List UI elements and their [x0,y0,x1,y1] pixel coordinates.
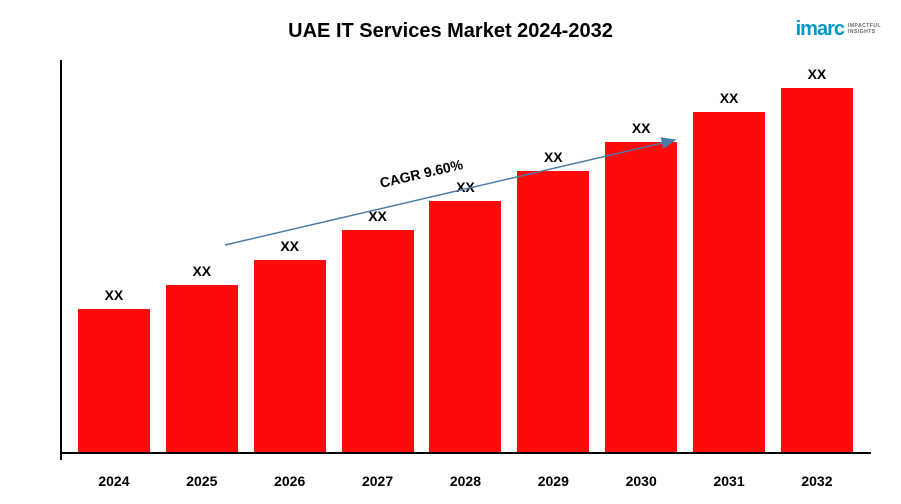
logo-text: imarc [796,18,844,41]
bar [78,309,150,452]
bar-wrapper: XX [781,66,853,452]
bar-wrapper: XX [166,263,238,452]
x-axis-tick [60,454,62,460]
bar [781,88,853,452]
bar-value-label: XX [456,179,475,195]
bars-area: XX XX XX XX XX XX XX XX XX [60,60,871,452]
chart-container: XXXXXXXXXXXXXXXXXX CAGR 9.60% [60,60,871,454]
bar-wrapper: XX [78,287,150,452]
bar [342,230,414,452]
bar-value-label: XX [720,90,739,106]
bar-value-label: XX [192,263,211,279]
x-axis-category-label: 2030 [605,473,677,489]
x-axis-category-label: 2028 [429,473,501,489]
x-axis-category-label: 2031 [693,473,765,489]
bar [254,260,326,452]
bar-value-label: XX [808,66,827,82]
bar [429,201,501,452]
bar-wrapper: XX [517,149,589,452]
bar-wrapper: XX [342,208,414,452]
chart-title: UAE IT Services Market 2024-2032 [0,0,901,43]
logo-tagline: IMPACTFUL INSIGHTS [848,24,881,35]
x-axis-category-label: 2026 [254,473,326,489]
bar-value-label: XX [632,120,651,136]
x-axis-category-label: 2029 [517,473,589,489]
bar-value-label: XX [368,208,387,224]
bar-value-label: XX [280,238,299,254]
logo-tagline-line2: INSIGHTS [848,30,881,36]
bar [605,142,677,452]
x-axis-category-label: 2024 [78,473,150,489]
x-axis-labels: 2024 2025 2026 2027 2028 2029 2030 2031 2032 [60,473,871,489]
x-axis-category-label: 2025 [166,473,238,489]
x-axis [60,452,871,454]
bar-wrapper: XX [605,120,677,452]
bar-value-label: XX [544,149,563,165]
bar [166,285,238,452]
logo: imarc IMPACTFUL INSIGHTS [796,18,881,41]
bar [693,112,765,452]
bar-value-label: XX [105,287,124,303]
bar-wrapper: XX [693,90,765,452]
bar-wrapper: XX [429,179,501,452]
bar-wrapper: XX [254,238,326,452]
x-axis-category-label: 2027 [342,473,414,489]
x-axis-category-label: 2032 [781,473,853,489]
bar [517,171,589,452]
